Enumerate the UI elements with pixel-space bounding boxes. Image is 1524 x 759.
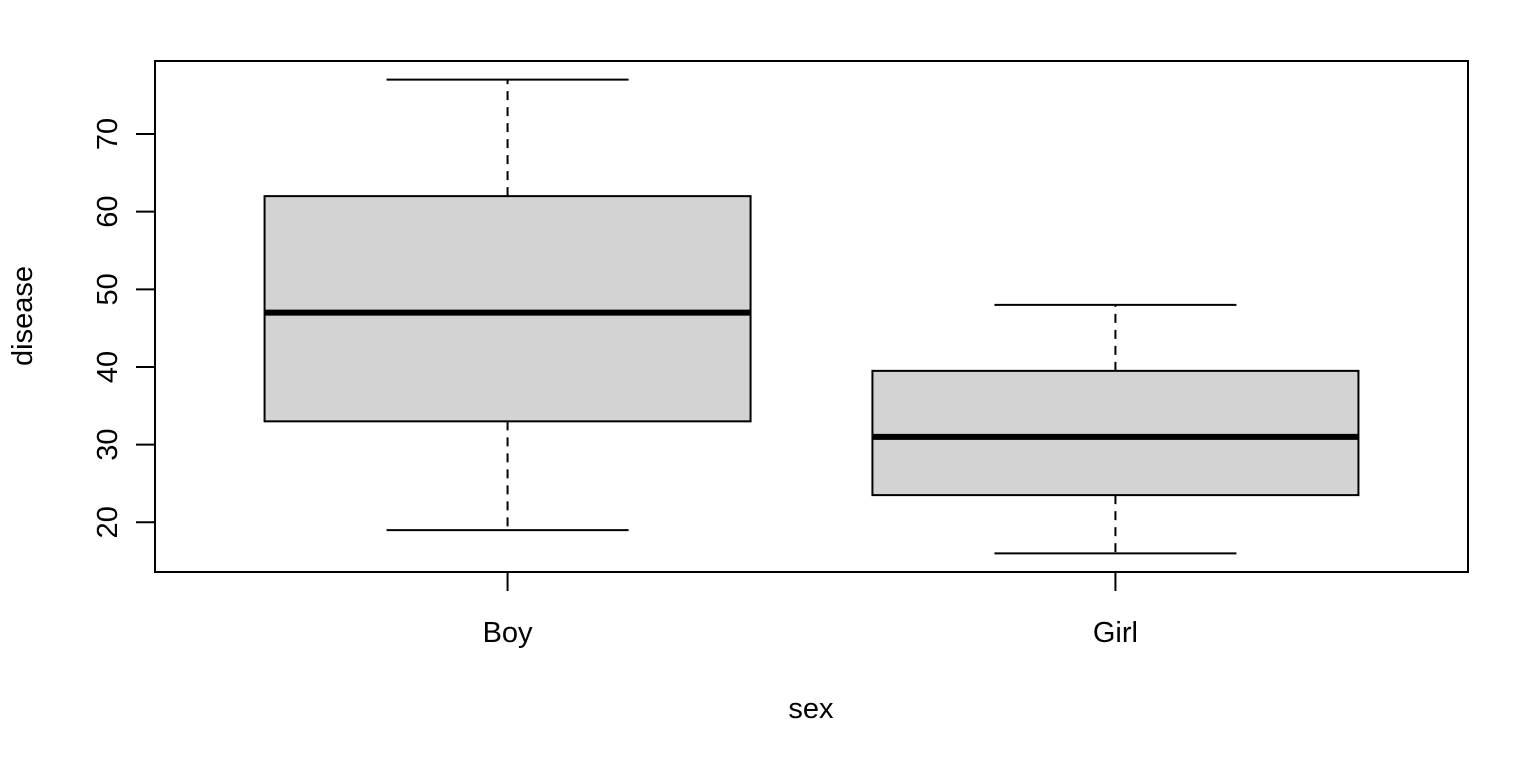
- box-body: [871, 369, 1360, 497]
- y-tick-label: 20: [92, 506, 124, 538]
- box-girl: [871, 303, 1360, 555]
- x-tick-label: Boy: [483, 617, 533, 649]
- y-axis-title: disease: [7, 266, 39, 366]
- x-axis-title: sex: [788, 693, 834, 725]
- x-tick-label: Girl: [1093, 617, 1138, 649]
- y-tick-label: 40: [92, 351, 124, 383]
- y-tick-label: 70: [92, 118, 124, 150]
- plot-layer: [263, 78, 1360, 555]
- y-tick-label: 50: [92, 273, 124, 305]
- axis-layer: Boy Girl 20 30 40 50 60 70: [92, 60, 1469, 649]
- box-boy: [263, 78, 752, 532]
- y-tick-label: 30: [92, 429, 124, 461]
- box-body: [263, 195, 752, 423]
- y-tick-label: 60: [92, 196, 124, 228]
